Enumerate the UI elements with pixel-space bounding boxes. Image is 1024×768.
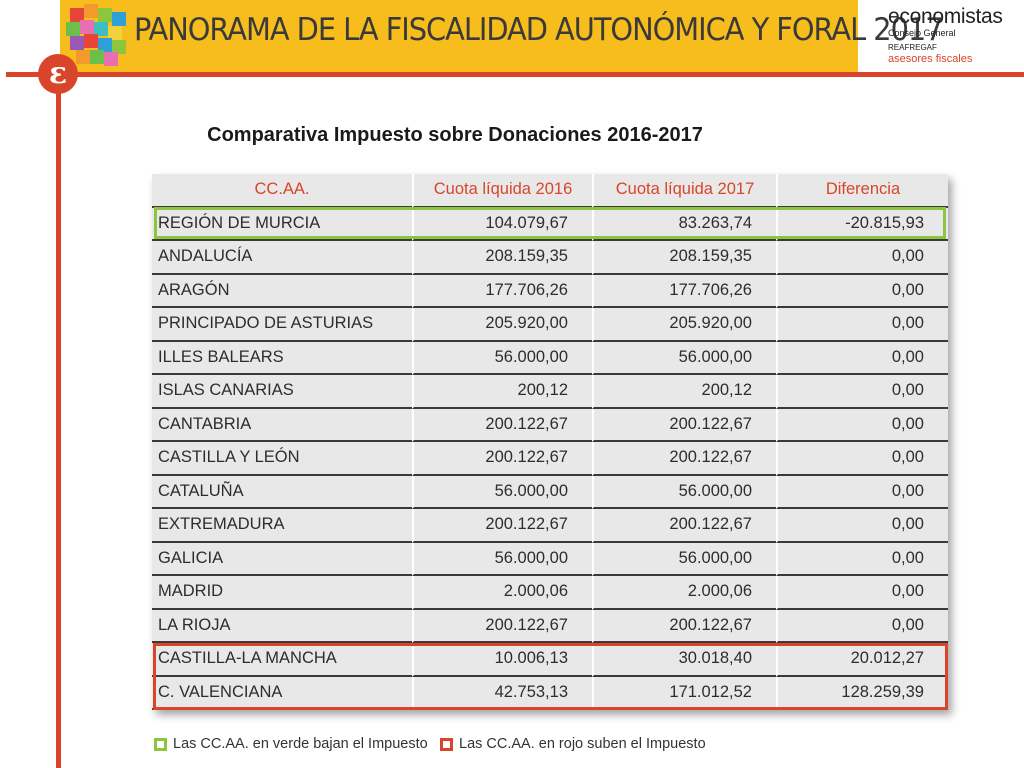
region-name-cell: ISLAS CANARIAS: [152, 375, 412, 409]
value-cell: 0,00: [776, 375, 948, 409]
value-cell: 0,00: [776, 341, 948, 375]
brand-asesores: asesores fiscales: [888, 53, 973, 65]
horizontal-divider: [6, 72, 1024, 77]
value-cell: 200.122,67: [412, 509, 592, 543]
value-cell: 0,00: [776, 609, 948, 643]
value-cell: 208.159,35: [412, 241, 592, 275]
value-cell: 200.122,67: [412, 442, 592, 476]
value-cell: 56.000,00: [412, 542, 592, 576]
value-cell: 0,00: [776, 509, 948, 543]
value-cell: 0,00: [776, 408, 948, 442]
value-cell: 83.263,74: [592, 207, 776, 241]
column-header: Diferencia: [776, 174, 948, 208]
green-square-icon: [154, 737, 167, 751]
value-cell: 20.012,27: [776, 643, 948, 677]
brand-subtitle: Consejo General: [888, 28, 956, 38]
region-name-cell: CATALUÑA: [152, 476, 412, 509]
value-cell: 0,00: [776, 542, 948, 576]
region-name-cell: MADRID: [152, 576, 412, 610]
brand-name: economistas: [888, 5, 1003, 28]
value-cell: 56.000,00: [412, 341, 592, 375]
table-row: EXTREMADURA 200.122,67 200.122,67 0,00: [152, 509, 948, 543]
value-cell: 200.122,67: [592, 509, 776, 543]
value-cell: 0,00: [776, 274, 948, 308]
value-cell: 200.122,67: [592, 609, 776, 643]
value-cell: 0,00: [776, 475, 948, 509]
region-name-cell: CANTABRIA: [152, 409, 412, 442]
value-cell: 171.012,52: [592, 676, 776, 710]
value-cell: 0,00: [776, 576, 948, 610]
region-name-cell: CASTILLA Y LEÓN: [152, 442, 412, 476]
region-name-cell: ANDALUCÍA: [152, 241, 412, 275]
value-cell: 177.706,26: [412, 274, 592, 308]
vertical-divider: [56, 72, 61, 768]
cube-logo-icon: [66, 4, 126, 66]
value-cell: 56.000,00: [592, 542, 776, 576]
table-row: ARAGÓN 177.706,26 177.706,26 0,00: [152, 274, 948, 308]
table-row: ISLAS CANARIAS 200,12 200,12 0,00: [152, 375, 948, 409]
value-cell: 200.122,67: [412, 609, 592, 643]
value-cell: 0,00: [776, 308, 948, 342]
value-cell: 200.122,67: [592, 442, 776, 476]
region-name-cell: LA RIOJA: [152, 610, 412, 643]
region-name-cell: ILLES BALEARS: [152, 342, 412, 375]
column-header: Cuota líquida 2016: [412, 174, 592, 208]
region-name-cell: REGIÓN DE MURCIA: [152, 208, 412, 241]
value-cell: 56.000,00: [592, 341, 776, 375]
value-cell: 177.706,26: [592, 274, 776, 308]
region-name-cell: PRINCIPADO DE ASTURIAS: [152, 308, 412, 342]
table-row: CANTABRIA 200.122,67 200.122,67 0,00: [152, 408, 948, 442]
region-name-cell: C. VALENCIANA: [152, 677, 412, 710]
table-row: ILLES BALEARS 56.000,00 56.000,00 0,00: [152, 341, 948, 375]
region-name-cell: EXTREMADURA: [152, 509, 412, 543]
table-row: MADRID 2.000,06 2.000,06 0,00: [152, 576, 948, 610]
column-header: Cuota líquida 2017: [592, 174, 776, 208]
table-row: C. VALENCIANA 42.753,13 171.012,52 128.259,…: [152, 676, 948, 710]
table-row: CATALUÑA 56.000,00 56.000,00 0,00: [152, 475, 948, 509]
table-row: CASTILLA Y LEÓN 200.122,67 200.122,67 0,00: [152, 442, 948, 476]
column-header: CC.AA.: [152, 174, 412, 208]
page-title: Comparativa Impuesto sobre Donaciones 20…: [207, 124, 703, 146]
table-row: GALICIA 56.000,00 56.000,00 0,00: [152, 542, 948, 576]
table-row: ANDALUCÍA 208.159,35 208.159,35 0,00: [152, 241, 948, 275]
value-cell: 200.122,67: [412, 408, 592, 442]
value-cell: 208.159,35: [592, 241, 776, 275]
value-cell: -20.815,93: [776, 207, 948, 241]
value-cell: 104.079,67: [412, 207, 592, 241]
epsilon-circle-icon: ε: [38, 54, 78, 94]
value-cell: 128.259,39: [776, 676, 948, 710]
value-cell: 2.000,06: [592, 576, 776, 610]
value-cell: 200.122,67: [592, 408, 776, 442]
legend-red: Las CC.AA. en rojo suben el Impuesto: [440, 736, 706, 752]
legend-red-label: Las CC.AA. en rojo suben el Impuesto: [459, 736, 706, 752]
table-row: LA RIOJA 200.122,67 200.122,67 0,00: [152, 609, 948, 643]
value-cell: 0,00: [776, 241, 948, 275]
value-cell: 0,00: [776, 442, 948, 476]
value-cell: 30.018,40: [592, 643, 776, 677]
header-title: PANORAMA DE LA FISCALIDAD AUTONÓMICA Y F…: [134, 12, 944, 48]
legend-green: Las CC.AA. en verde bajan el Impuesto: [154, 736, 428, 752]
value-cell: 205.920,00: [592, 308, 776, 342]
region-name-cell: GALICIA: [152, 543, 412, 576]
brand-reaf: REAFREGAF: [888, 43, 937, 52]
value-cell: 200,12: [592, 375, 776, 409]
comparison-table: CC.AA. Cuota líquida 2016 Cuota líquida …: [152, 174, 948, 710]
red-square-icon: [440, 737, 453, 751]
region-name-cell: ARAGÓN: [152, 275, 412, 308]
value-cell: 42.753,13: [412, 676, 592, 710]
header-banner: [60, 0, 858, 72]
table-row: CASTILLA-LA MANCHA 10.006,13 30.018,40 20.0…: [152, 643, 948, 677]
table-row: PRINCIPADO DE ASTURIAS 205.920,00 205.920,…: [152, 308, 948, 342]
value-cell: 56.000,00: [412, 475, 592, 509]
value-cell: 200,12: [412, 375, 592, 409]
value-cell: 10.006,13: [412, 643, 592, 677]
region-name-cell: CASTILLA-LA MANCHA: [152, 643, 412, 677]
brand-logo: economistas Consejo General REAFREGAF as…: [888, 5, 1018, 66]
table-header-row: CC.AA. Cuota líquida 2016 Cuota líquida …: [152, 174, 948, 208]
value-cell: 2.000,06: [412, 576, 592, 610]
value-cell: 56.000,00: [592, 475, 776, 509]
value-cell: 205.920,00: [412, 308, 592, 342]
legend-green-label: Las CC.AA. en verde bajan el Impuesto: [173, 736, 428, 752]
table-row: REGIÓN DE MURCIA 104.079,67 83.263,74 -20.8…: [152, 207, 948, 241]
